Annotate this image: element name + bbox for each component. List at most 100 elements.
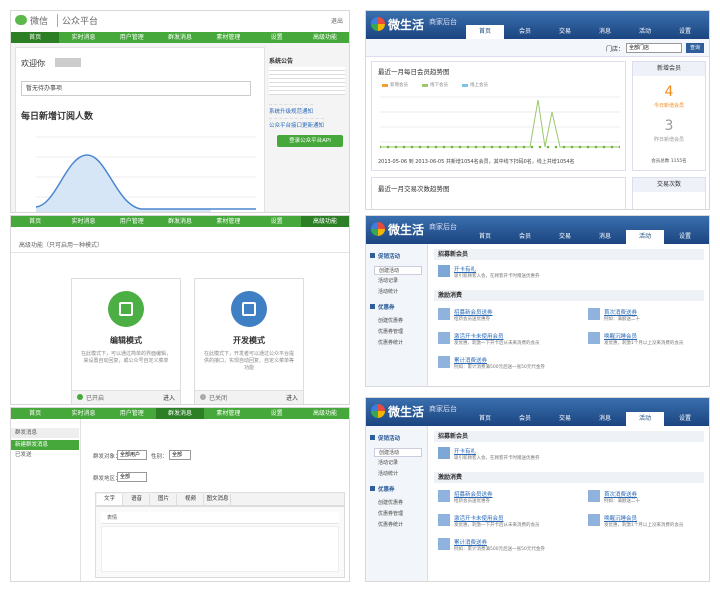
nav-item[interactable]: 实时消息	[71, 34, 96, 41]
nav-tab[interactable]: 会员	[518, 28, 531, 35]
nav-item[interactable]: 群发消息	[155, 408, 205, 419]
legend-swatch	[382, 84, 388, 87]
store-select[interactable]: 全部门店	[626, 43, 682, 53]
side-item[interactable]: 创建优惠券	[378, 500, 404, 506]
nav-tab[interactable]: 活动	[626, 230, 664, 244]
point-dot	[410, 145, 414, 149]
nav-item[interactable]: 首页	[29, 410, 42, 417]
item-name[interactable]: 唤醒沉睡会员	[604, 516, 638, 522]
mode-enter[interactable]: 进入	[162, 395, 175, 402]
query-button[interactable]: 查询	[686, 43, 704, 53]
mode-enter[interactable]: 进入	[285, 395, 298, 402]
item-name[interactable]: 累计消费送券	[454, 540, 488, 546]
nav-item[interactable]: 高级功能	[312, 34, 337, 41]
side-item[interactable]: 优惠券管理	[378, 329, 404, 335]
side-item[interactable]: 创建活动	[374, 448, 422, 457]
gender-select[interactable]: 全部	[169, 450, 191, 460]
nav-tab[interactable]: 消息	[598, 233, 611, 240]
target-select[interactable]: 全部用户	[117, 450, 147, 460]
item-name[interactable]: 激活开卡未使用会员	[454, 334, 504, 340]
nav-tab[interactable]: 活动	[638, 28, 651, 35]
side-item[interactable]: 活动记录	[378, 460, 399, 466]
nav-item[interactable]: 群发消息	[168, 34, 193, 41]
editor-tab[interactable]: 语音	[124, 494, 150, 505]
side-item[interactable]: 创建优惠券	[378, 318, 404, 324]
notice-link[interactable]: 公众平台接口更新通知	[269, 118, 325, 129]
nav-item[interactable]: 设置	[270, 410, 283, 417]
logout[interactable]: 退出	[330, 18, 343, 25]
side-item[interactable]: 优惠券统计	[378, 340, 404, 346]
api-button[interactable]: 登录公众平台API	[277, 135, 343, 147]
chart-title: 最近一月每日会员趋势图	[378, 68, 450, 76]
nav-item[interactable]: 素材管理	[216, 34, 241, 41]
editor-tab[interactable]: 图文消息	[205, 494, 231, 505]
item-name[interactable]: 开卡有礼	[454, 267, 477, 273]
item-name[interactable]: 累计消费送券	[454, 358, 488, 364]
nav-item[interactable]: 素材管理	[216, 410, 241, 417]
side-item[interactable]: 活动记录	[378, 278, 399, 284]
notice-link[interactable]: 系统升级规范通知	[269, 104, 314, 115]
side-item[interactable]: 优惠券统计	[378, 522, 404, 528]
emoji-button[interactable]: 表情	[107, 515, 118, 521]
item-icon	[438, 490, 450, 502]
nav-tab[interactable]: 消息	[598, 415, 611, 422]
nav-tab[interactable]: 首页	[478, 415, 491, 422]
item-name[interactable]: 招募新会员送券	[454, 492, 493, 498]
nav-tab[interactable]: 会员	[518, 233, 531, 240]
nav-tab[interactable]: 交易	[558, 415, 571, 422]
nav-tab[interactable]: 设置	[678, 28, 691, 35]
side-section: 优惠券	[378, 305, 395, 311]
nav-item[interactable]: 高级功能	[312, 410, 337, 417]
point-dot	[418, 145, 422, 149]
item-name[interactable]: 首次消费送券	[604, 310, 638, 316]
legend-swatch	[462, 84, 468, 87]
nav-item[interactable]: 实时消息	[71, 218, 96, 225]
nav-tab[interactable]: 会员	[518, 415, 531, 422]
nav-tab[interactable]: 交易	[558, 233, 571, 240]
status-dot	[200, 394, 206, 400]
nav-tab[interactable]: 活动	[626, 412, 664, 426]
side-item[interactable]: 活动统计	[378, 289, 399, 295]
nav-tab[interactable]: 设置	[678, 233, 691, 240]
item-name[interactable]: 唤醒沉睡会员	[604, 334, 638, 340]
side-item[interactable]: 已发送	[15, 452, 32, 458]
nav-tab[interactable]: 交易	[558, 28, 571, 35]
item-icon	[438, 356, 450, 368]
nav-tab[interactable]: 设置	[678, 415, 691, 422]
nav-tab[interactable]: 首页	[466, 25, 504, 39]
nav-item[interactable]: 实时消息	[71, 410, 96, 417]
nav-item[interactable]: 用户管理	[119, 218, 144, 225]
nav-item[interactable]: 用户管理	[119, 410, 144, 417]
wechat-advanced: 首页 实时消息 用户管理 群发消息 素材管理 设置 高级功能 高级功能（只可启用一种模式） 编辑…	[10, 215, 350, 405]
point-dot	[562, 145, 566, 149]
nav-item[interactable]: 设置	[270, 218, 283, 225]
item-desc: 例如：累计消费满500元后送一张50元代金券	[454, 547, 545, 552]
nav-tab[interactable]: 首页	[478, 233, 491, 240]
nav-item[interactable]: 用户管理	[119, 34, 144, 41]
point-dot	[610, 145, 614, 149]
side-item[interactable]: 活动统计	[378, 471, 399, 477]
editor-tab[interactable]: 文字	[97, 494, 123, 505]
item-name[interactable]: 开卡有礼	[454, 449, 477, 455]
region-select[interactable]: 全部	[117, 472, 147, 482]
item-name[interactable]: 招募新会员送券	[454, 310, 493, 316]
point-dot	[474, 145, 478, 149]
side-section: 促销活动	[378, 254, 401, 260]
nav-item[interactable]: 高级功能	[300, 216, 349, 227]
item-name[interactable]: 首次消费送券	[604, 492, 638, 498]
item-name[interactable]: 激活开卡未使用会员	[454, 516, 504, 522]
nav-item[interactable]: 素材管理	[216, 218, 241, 225]
editor-tab[interactable]: 视频	[178, 494, 204, 505]
nav-item[interactable]: 群发消息	[168, 218, 193, 225]
side-item[interactable]: 优惠券管理	[378, 511, 404, 517]
mode-status: 已关闭	[209, 395, 228, 402]
nav-item[interactable]: 首页	[29, 218, 42, 225]
side-item[interactable]: 新建群发消息	[11, 440, 79, 450]
nav-item[interactable]: 设置	[270, 34, 283, 41]
nav-bar: 首页 实时消息 用户管理 群发消息 素材管理 设置 高级功能	[11, 32, 349, 43]
editor-tab[interactable]: 图片	[151, 494, 177, 505]
nav-item[interactable]: 首页	[11, 32, 60, 43]
store-label: 门店：	[606, 46, 625, 53]
side-item[interactable]: 创建活动	[374, 266, 422, 275]
nav-tab[interactable]: 消息	[598, 28, 611, 35]
